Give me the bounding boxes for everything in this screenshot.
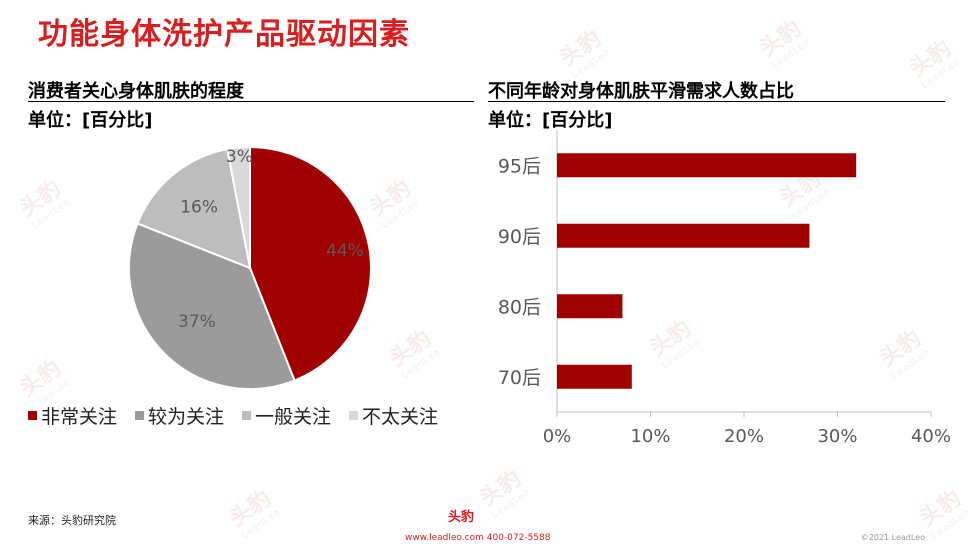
legend-label: 较为关注 — [148, 406, 225, 428]
legend-swatch — [135, 411, 145, 420]
pie-slice-label: 16% — [180, 197, 218, 217]
source-note: 来源：头豹研究院 — [28, 514, 116, 527]
legend-label: 不太关注 — [362, 406, 439, 428]
y-tick-label: 95后 — [498, 155, 541, 177]
x-tick-label: 40% — [911, 426, 951, 447]
bar — [557, 294, 623, 319]
bar-chart: 95后 90后 80后 70后 0% 10% 20% 30% 40% — [498, 130, 951, 447]
pie-chart: 44% 37% 16% 3% — [128, 145, 372, 390]
leadleo-logo: 头豹 — [448, 510, 475, 525]
bar-chart-title: 不同年龄对身体肌肤平滑需求人数占比 — [488, 81, 794, 102]
pie-slice — [136, 147, 252, 270]
y-tick-label: 80后 — [498, 296, 541, 318]
pie-slice-label: 3% — [226, 147, 253, 167]
pie-slice-label: 37% — [178, 312, 216, 332]
pie-slice — [226, 145, 251, 269]
y-tick-label: 90后 — [498, 226, 541, 248]
x-tick-label: 30% — [817, 426, 857, 447]
bar-chart-unit: 单位：[百分比] — [488, 110, 613, 131]
contact-info: www.leadleo.com 400-072-5588 — [405, 533, 551, 543]
page-title: 功能身体洗护产品驱动因素 — [38, 17, 410, 52]
pie-chart-title: 消费者关心身体肌肤的程度 — [28, 81, 244, 102]
y-tick-label: 70后 — [498, 367, 541, 389]
x-tick-label: 0% — [543, 426, 572, 447]
left-panel-divider — [28, 101, 474, 102]
legend-item: 不太关注 — [349, 402, 438, 429]
pie-legend: 非常关注 较为关注 一般关注 不太关注 — [28, 402, 438, 429]
x-tick-label: 20% — [724, 426, 764, 447]
legend-item: 较为关注 — [135, 402, 224, 429]
legend-label: 非常关注 — [41, 406, 118, 428]
pie-slice — [128, 222, 296, 390]
pie-slice — [249, 145, 372, 382]
pie-chart-unit: 单位：[百分比] — [28, 110, 153, 131]
legend-swatch — [242, 411, 252, 420]
legend-item: 一般关注 — [242, 402, 331, 429]
bar — [557, 364, 632, 389]
copyright-text: ©2021 LeadLeo — [860, 533, 925, 542]
legend-swatch — [28, 411, 37, 420]
x-tick-label: 10% — [630, 426, 670, 447]
legend-swatch — [349, 411, 359, 420]
legend-label: 一般关注 — [255, 406, 332, 428]
bar — [557, 223, 810, 248]
bar — [557, 153, 857, 178]
legend-item: 非常关注 — [28, 402, 117, 429]
right-panel-divider — [488, 101, 945, 102]
pie-slice-label: 44% — [326, 241, 364, 261]
